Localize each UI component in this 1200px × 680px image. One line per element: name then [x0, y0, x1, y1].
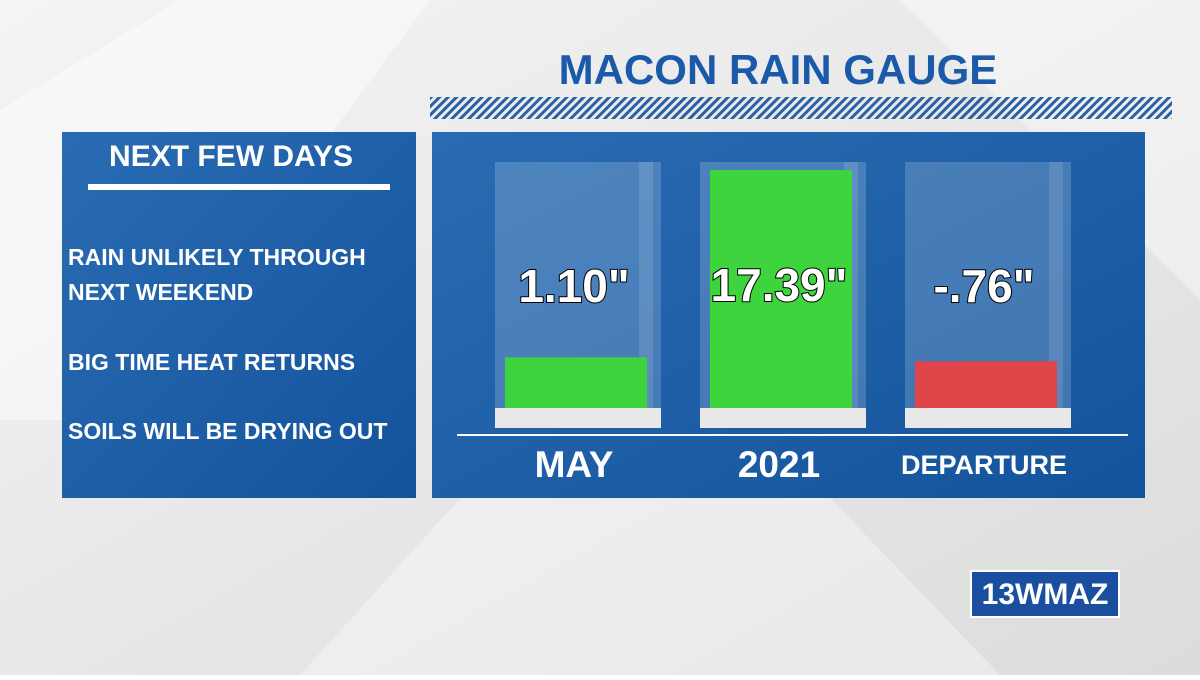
- logo: 13WMAZ: [982, 578, 1109, 611]
- bullet-text: NEXT WEEKEND: [68, 279, 253, 305]
- gauge-highlight: [639, 162, 653, 408]
- logo-box: [970, 570, 1120, 618]
- value-label: -.76": [933, 260, 1034, 312]
- bullet-text: RAIN UNLIKELY THROUGH: [68, 244, 366, 270]
- hatch-stripe: [430, 97, 1172, 119]
- bar: [505, 357, 647, 408]
- bullet-text: SOILS WILL BE DRYING OUT: [68, 418, 387, 444]
- panel-title: NEXT FEW DAYS: [109, 140, 353, 173]
- chart-title: MACON RAIN GAUGE: [559, 46, 998, 93]
- gauge-base: [905, 408, 1071, 428]
- category-label: MAY: [535, 444, 614, 485]
- panel-underline: [88, 184, 390, 190]
- category-label: DEPARTURE: [901, 450, 1067, 480]
- category-label: 2021: [738, 444, 820, 485]
- bullet-text: BIG TIME HEAT RETURNS: [68, 349, 355, 375]
- info-panel: [62, 132, 416, 498]
- gauge-base: [700, 408, 866, 428]
- gauge-highlight: [1049, 162, 1063, 408]
- value-label: 1.10": [518, 260, 629, 312]
- gauge-base: [495, 408, 661, 428]
- bar: [915, 361, 1057, 408]
- bar: [710, 170, 852, 408]
- value-label: 17.39": [711, 259, 848, 311]
